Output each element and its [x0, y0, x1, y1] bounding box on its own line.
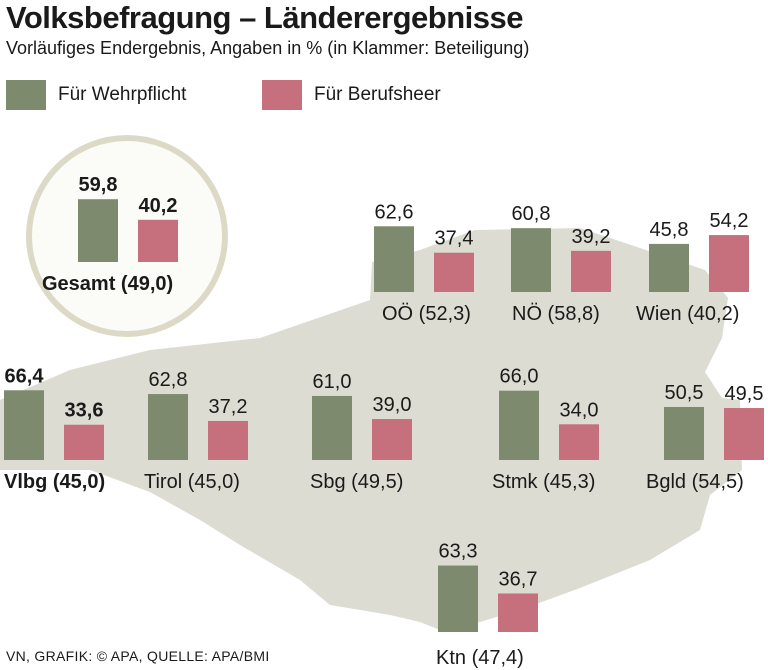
region-noe: 60,8 39,2 NÖ (58,8) [511, 203, 611, 325]
bar-berufsheer-vlbg [64, 424, 104, 460]
bar-wehrpflicht-wien [649, 243, 689, 292]
value-label-wehrpflicht-noe: 60,8 [512, 203, 551, 225]
legend-swatch-wehrpflicht [6, 80, 46, 110]
value-label-berufsheer-sbg: 39,0 [373, 394, 412, 416]
value-label-berufsheer-wien: 54,2 [710, 210, 749, 232]
bar-berufsheer-wien [709, 235, 749, 292]
bar-berufsheer-noe [571, 250, 611, 292]
value-label-wehrpflicht-ooe: 62,6 [375, 201, 414, 223]
gesamt-circle [26, 135, 228, 337]
page-title: Volksbefragung – Länderergebnisse [6, 0, 523, 35]
region-gesamt: 59,8 40,2 Gesamt (49,0) [42, 174, 178, 295]
value-label-berufsheer-ooe: 37,4 [435, 228, 474, 250]
value-label-berufsheer-ktn: 36,7 [499, 568, 538, 590]
value-label-wehrpflicht-vlbg: 66,4 [5, 365, 45, 387]
value-label-berufsheer-noe: 39,2 [572, 226, 611, 248]
bar-wehrpflicht-bgld [664, 406, 704, 460]
value-label-berufsheer-stmk: 34,0 [560, 399, 599, 421]
region-label-bgld: Bgld (54,5) [646, 471, 744, 493]
region-label-wien: Wien (40,2) [636, 303, 739, 325]
legend-swatch-berufsheer [262, 80, 302, 110]
region-label-stmk: Stmk (45,3) [492, 471, 595, 493]
region-ooe: 62,6 37,4 OÖ (52,3) [374, 201, 474, 325]
bar-wehrpflicht-tirol [148, 394, 188, 460]
bar-berufsheer-tirol [208, 420, 248, 460]
legend-label-berufsheer: Für Berufsheer [314, 84, 441, 105]
region-bgld: 50,5 49,5 Bgld (54,5) [646, 382, 764, 493]
region-label-vlbg: Vlbg (45,0) [4, 471, 105, 493]
bar-wehrpflicht-sbg [312, 395, 352, 460]
region-ktn: 63,3 36,7 Ktn (47,4) [436, 541, 538, 669]
region-vlbg: 66,4 33,6 Vlbg (45,0) [4, 365, 105, 493]
value-label-wehrpflicht-bgld: 50,5 [665, 382, 704, 404]
bar-wehrpflicht-noe [511, 228, 551, 292]
legend-item-berufsheer: Für Berufsheer [262, 80, 441, 110]
value-label-wehrpflicht-stmk: 66,0 [500, 366, 539, 388]
value-label-wehrpflicht-wien: 45,8 [650, 219, 689, 241]
region-label-noe: NÖ (58,8) [512, 303, 600, 325]
value-label-berufsheer-bgld: 49,5 [725, 383, 764, 405]
bar-berufsheer-ooe [434, 252, 474, 292]
value-label-berufsheer-tirol: 37,2 [209, 396, 248, 418]
region-label-gesamt: Gesamt (49,0) [42, 273, 173, 295]
bar-berufsheer-stmk [559, 424, 599, 460]
bar-wehrpflicht-ooe [374, 226, 414, 292]
region-stmk: 66,0 34,0 Stmk (45,3) [492, 366, 599, 493]
legend-item-wehrpflicht: Für Wehrpflicht [6, 80, 186, 110]
region-tirol: 62,8 37,2 Tirol (45,0) [144, 369, 248, 493]
bar-wehrpflicht-vlbg [4, 390, 44, 460]
bar-wehrpflicht-stmk [499, 390, 539, 460]
region-label-ooe: OÖ (52,3) [382, 303, 471, 325]
bar-wehrpflicht-ktn [438, 565, 478, 632]
bar-berufsheer-bgld [724, 408, 764, 460]
region-sbg: 61,0 39,0 Sbg (49,5) [310, 371, 412, 493]
bar-berufsheer-gesamt [138, 219, 178, 262]
legend-label-wehrpflicht: Für Wehrpflicht [58, 84, 187, 105]
region-label-ktn: Ktn (47,4) [436, 647, 524, 669]
bar-wehrpflicht-gesamt [78, 199, 118, 262]
source-footer: VN, GRAFIK: © APA, QUELLE: APA/BMI [6, 648, 270, 664]
region-label-tirol: Tirol (45,0) [144, 471, 240, 493]
region-wien: 45,8 54,2 Wien (40,2) [636, 210, 749, 325]
bar-berufsheer-sbg [372, 419, 412, 460]
value-label-wehrpflicht-gesamt: 59,8 [79, 174, 118, 196]
region-label-sbg: Sbg (49,5) [310, 471, 403, 493]
page-subtitle: Vorläufiges Endergebnis, Angaben in % (i… [6, 38, 530, 58]
austria-map-shape [0, 228, 742, 630]
bar-berufsheer-ktn [498, 593, 538, 632]
value-label-berufsheer-gesamt: 40,2 [139, 195, 178, 217]
value-label-wehrpflicht-tirol: 62,8 [149, 369, 188, 391]
value-label-wehrpflicht-sbg: 61,0 [313, 371, 352, 393]
value-label-berufsheer-vlbg: 33,6 [65, 400, 104, 422]
value-label-wehrpflicht-ktn: 63,3 [439, 541, 478, 563]
